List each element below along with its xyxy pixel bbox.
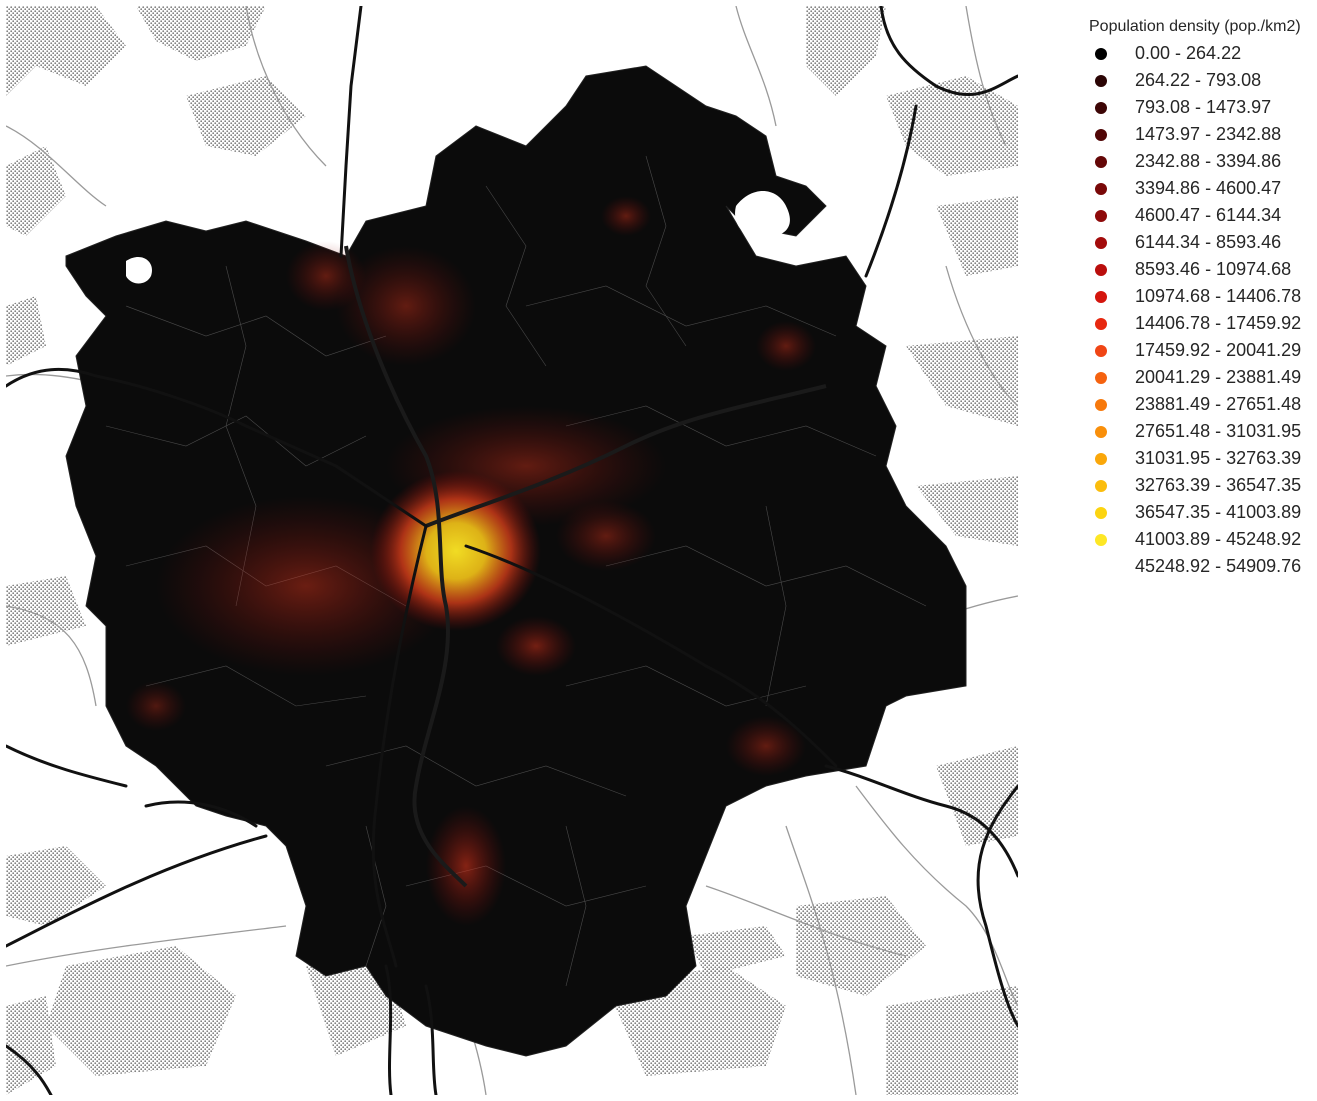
legend-entry: 20041.29 - 23881.49 (1086, 364, 1311, 391)
legend-label: 45248.92 - 54909.76 (1135, 556, 1302, 576)
legend-label: 4600.47 - 6144.34 (1135, 205, 1282, 225)
density-map (6, 6, 1018, 1095)
map-canvas (6, 6, 1018, 1095)
legend-label: 3394.86 - 4600.47 (1135, 178, 1282, 198)
legend-swatch (1095, 128, 1107, 141)
minor-roads (6, 6, 1018, 1095)
legend-entry: 14406.78 - 17459.92 (1086, 310, 1311, 337)
legend-entry: 6144.34 - 8593.46 (1086, 229, 1311, 256)
legend-label: 0.00 - 264.22 (1135, 43, 1242, 63)
legend-swatch (1095, 425, 1107, 438)
legend-label: 264.22 - 793.08 (1135, 70, 1262, 90)
legend-swatch (1095, 344, 1107, 357)
legend-swatch (1095, 236, 1107, 249)
legend-entry: 2342.88 - 3394.86 (1086, 148, 1311, 175)
legend-swatch (1095, 452, 1107, 465)
legend-label: 32763.39 - 36547.35 (1135, 475, 1302, 495)
legend-entry: 1473.97 - 2342.88 (1086, 121, 1311, 148)
legend-swatch (1095, 47, 1107, 60)
legend-label: 20041.29 - 23881.49 (1135, 367, 1302, 387)
legend-swatch (1095, 101, 1107, 114)
legend-label: 8593.46 - 10974.68 (1135, 259, 1292, 279)
legend-entry: 27651.48 - 31031.95 (1086, 418, 1311, 445)
legend-swatch (1095, 317, 1107, 330)
legend-entries: 0.00 - 264.22 264.22 - 793.08 793.08 - 147… (1086, 40, 1311, 580)
legend-swatch (1095, 263, 1107, 276)
legend-swatch (1095, 533, 1107, 546)
legend-entry: 31031.95 - 32763.39 (1086, 445, 1311, 472)
legend-label: 14406.78 - 17459.92 (1135, 313, 1302, 333)
legend-swatch (1095, 506, 1107, 519)
legend-entry: 4600.47 - 6144.34 (1086, 202, 1311, 229)
legend-entry: 41003.89 - 45248.92 (1086, 526, 1311, 553)
legend-label: 23881.49 - 27651.48 (1135, 394, 1302, 414)
legend-swatch (1095, 209, 1107, 222)
legend-entry: 8593.46 - 10974.68 (1086, 256, 1311, 283)
legend-entry: 10974.68 - 14406.78 (1086, 283, 1311, 310)
legend-label: 27651.48 - 31031.95 (1135, 421, 1302, 441)
legend-label: 6144.34 - 8593.46 (1135, 232, 1282, 252)
legend-swatch (1095, 479, 1107, 492)
legend-entry: 17459.92 - 20041.29 (1086, 337, 1311, 364)
legend-entry: 32763.39 - 36547.35 (1086, 472, 1311, 499)
commune-boundaries (105, 155, 927, 987)
legend-label: 2342.88 - 3394.86 (1135, 151, 1282, 171)
legend-entry: 45248.92 - 54909.76 (1086, 553, 1311, 580)
legend-swatch (1095, 155, 1107, 168)
legend-swatch (1095, 290, 1107, 303)
legend-entry: 23881.49 - 27651.48 (1086, 391, 1311, 418)
legend-entry: 0.00 - 264.22 (1086, 40, 1311, 67)
legend-label: 793.08 - 1473.97 (1135, 97, 1272, 117)
legend-swatch (1095, 74, 1107, 87)
legend-swatch (1095, 182, 1107, 195)
legend-swatch (1095, 398, 1107, 411)
legend-label: 36547.35 - 41003.89 (1135, 502, 1302, 522)
legend-label: 1473.97 - 2342.88 (1135, 124, 1282, 144)
legend-label: 17459.92 - 20041.29 (1135, 340, 1302, 360)
rivers (344, 245, 827, 888)
legend-label: 10974.68 - 14406.78 (1135, 286, 1302, 306)
legend-entry: 264.22 - 793.08 (1086, 67, 1311, 94)
forest-patches (6, 6, 1018, 1095)
major-roads (6, 6, 1018, 1095)
density-hotspots (126, 196, 816, 926)
legend-entry: 793.08 - 1473.97 (1086, 94, 1311, 121)
legend-swatch (1095, 371, 1107, 384)
legend-label: 41003.89 - 45248.92 (1135, 529, 1302, 549)
legend: Population density (pop./km2) 0.00 - 264… (1086, 18, 1311, 580)
legend-entry: 36547.35 - 41003.89 (1086, 499, 1311, 526)
voids (126, 191, 790, 284)
legend-entry: 3394.86 - 4600.47 (1086, 175, 1311, 202)
legend-title: Population density (pop./km2) (1089, 18, 1301, 35)
legend-label: 31031.95 - 32763.39 (1135, 448, 1302, 468)
legend-swatch (1095, 560, 1107, 573)
